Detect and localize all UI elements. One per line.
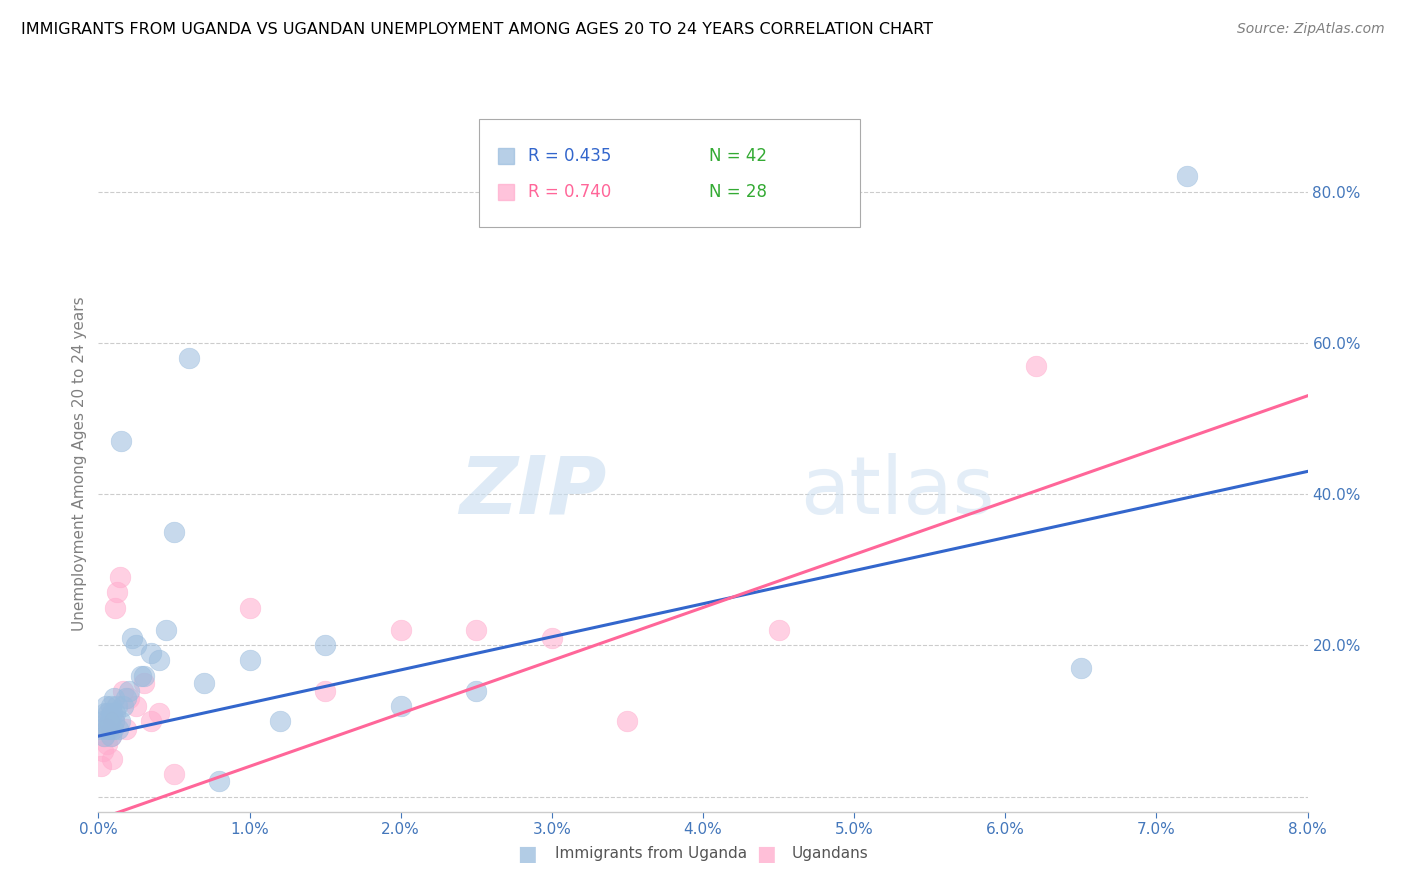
Text: N = 42: N = 42: [709, 146, 768, 165]
Point: [314, 638, 336, 652]
Point: [616, 714, 638, 728]
Text: ZIP: ZIP: [458, 452, 606, 531]
Point: [105, 585, 128, 599]
Point: [193, 676, 215, 690]
Point: [111, 698, 134, 713]
Point: [163, 524, 186, 539]
Point: [155, 624, 177, 638]
Point: [121, 631, 143, 645]
Point: [118, 683, 141, 698]
Point: [93, 729, 115, 743]
Point: [90, 759, 112, 773]
Text: IMMIGRANTS FROM UGANDA VS UGANDAN UNEMPLOYMENT AMONG AGES 20 TO 24 YEARS CORRELA: IMMIGRANTS FROM UGANDA VS UGANDAN UNEMPL…: [21, 22, 934, 37]
Point: [239, 600, 262, 615]
Point: [94, 698, 117, 713]
Point: [101, 722, 124, 736]
Point: [1175, 169, 1198, 184]
Point: [114, 691, 136, 706]
Point: [314, 683, 336, 698]
Point: [141, 714, 163, 728]
Point: [389, 698, 412, 713]
Point: [98, 714, 121, 728]
Point: [98, 722, 121, 736]
Point: [108, 714, 131, 728]
Point: [91, 744, 114, 758]
Point: [148, 706, 170, 721]
Point: [125, 638, 148, 652]
Point: [100, 729, 122, 743]
Point: [1025, 359, 1047, 373]
Point: [465, 624, 488, 638]
Point: [96, 737, 118, 751]
Point: [141, 646, 163, 660]
Point: [1070, 661, 1092, 675]
Point: [208, 774, 231, 789]
Point: [96, 722, 118, 736]
Point: [269, 714, 291, 728]
Text: R = 0.740: R = 0.740: [527, 184, 612, 202]
Point: [96, 714, 118, 728]
Point: [103, 691, 125, 706]
Point: [91, 714, 114, 728]
Point: [179, 351, 201, 365]
Point: [239, 653, 262, 667]
Point: [118, 691, 141, 706]
Point: [125, 698, 148, 713]
Point: [132, 668, 155, 682]
Point: [97, 706, 120, 721]
Text: N = 28: N = 28: [709, 184, 768, 202]
Point: [98, 714, 121, 728]
Point: [101, 752, 124, 766]
Text: Source: ZipAtlas.com: Source: ZipAtlas.com: [1237, 22, 1385, 37]
Point: [110, 434, 132, 449]
Text: R = 0.435: R = 0.435: [527, 146, 612, 165]
Point: [111, 683, 134, 698]
Point: [768, 624, 790, 638]
Point: [103, 714, 125, 728]
Point: [100, 729, 122, 743]
Point: [108, 570, 131, 584]
Text: Ugandans: Ugandans: [792, 847, 869, 861]
Point: [389, 624, 412, 638]
Point: [132, 676, 155, 690]
Point: [104, 706, 127, 721]
Point: [90, 722, 112, 736]
Point: [101, 706, 124, 721]
Point: [541, 631, 564, 645]
Point: [105, 698, 128, 713]
Point: [129, 668, 152, 682]
Point: [148, 653, 170, 667]
Point: [94, 706, 117, 721]
Text: ■: ■: [517, 844, 537, 863]
Point: [104, 600, 127, 615]
Point: [465, 683, 488, 698]
Y-axis label: Unemployment Among Ages 20 to 24 years: Unemployment Among Ages 20 to 24 years: [72, 296, 87, 632]
Point: [93, 729, 115, 743]
Point: [100, 698, 122, 713]
Text: Immigrants from Uganda: Immigrants from Uganda: [555, 847, 748, 861]
Point: [114, 722, 136, 736]
Point: [163, 767, 186, 781]
Text: atlas: atlas: [800, 452, 994, 531]
FancyBboxPatch shape: [479, 120, 860, 227]
Text: ■: ■: [756, 844, 776, 863]
Point: [103, 714, 125, 728]
Point: [94, 722, 117, 736]
Point: [107, 722, 129, 736]
